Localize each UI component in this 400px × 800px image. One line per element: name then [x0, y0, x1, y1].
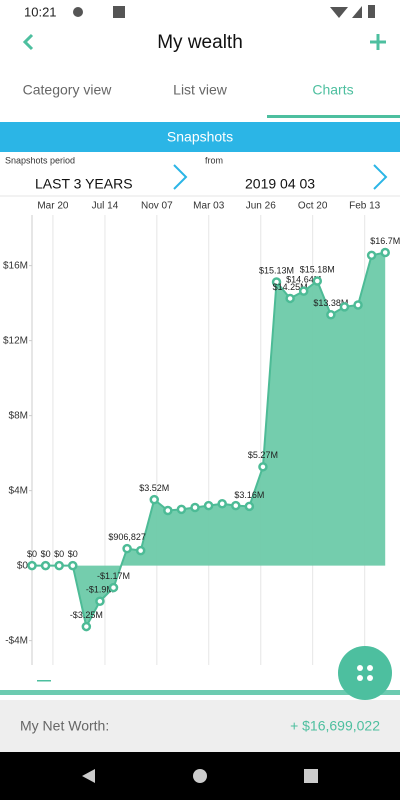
period-value[interactable]: LAST 3 YEARS	[35, 176, 133, 192]
tab[interactable]: List view	[173, 82, 228, 98]
data-label: $0	[68, 549, 78, 559]
nav-back[interactable]	[82, 769, 95, 783]
point	[108, 582, 119, 593]
x-tick-label: Feb 13	[349, 201, 381, 212]
point	[122, 543, 132, 554]
area	[32, 252, 386, 627]
fab-dot	[357, 665, 363, 671]
point	[231, 500, 241, 511]
from-value[interactable]: 2019 04 03	[245, 176, 315, 192]
data-label: $15.13M	[259, 265, 294, 275]
point	[40, 560, 51, 571]
section-title: Snapshots	[167, 129, 233, 145]
chart: Mar 20 Jul 14 Nov 07 Mar 03 Jun 26 Oct 20 Feb …	[3, 201, 400, 665]
point	[54, 560, 64, 571]
add-button[interactable]	[370, 34, 386, 50]
point	[163, 505, 173, 516]
point	[353, 300, 363, 310]
y-tick-label: $16M	[3, 260, 28, 271]
data-label: $0	[41, 549, 51, 559]
fab-dot	[367, 665, 373, 671]
section-bar	[0, 122, 400, 152]
divider-bar	[0, 690, 400, 695]
y-tick-label: $0	[17, 560, 29, 571]
fab-dot	[367, 675, 373, 681]
point	[176, 504, 187, 515]
x-tick-label: Jun 26	[246, 201, 276, 212]
data-label: $13.38M	[313, 298, 348, 308]
data-label: -$1.9M	[86, 585, 114, 595]
point	[27, 560, 37, 571]
point	[258, 462, 268, 472]
y-tick-label: -$4M	[5, 635, 28, 646]
point	[271, 277, 282, 287]
signal-icon	[352, 6, 362, 18]
from-chevron[interactable]	[373, 164, 388, 190]
x-tick-label: Oct 20	[298, 201, 328, 212]
net-worth-value: + $16,699,022	[290, 718, 380, 734]
wifi-icon	[330, 7, 348, 18]
period-label: Snapshots period	[5, 155, 75, 165]
tab-indicator	[267, 115, 400, 118]
from-label: from	[205, 155, 223, 165]
point	[190, 502, 200, 513]
net-worth-label: My Net Worth:	[20, 718, 109, 734]
battery-icon	[368, 5, 375, 18]
tab-active[interactable]: Charts	[312, 82, 353, 98]
x-tick-label: Nov 07	[141, 201, 173, 212]
data-label: $14.25M	[273, 282, 308, 292]
data-label: $0	[54, 549, 64, 559]
data-label: $5.27M	[248, 450, 278, 460]
y-tick-label: $12M	[3, 335, 28, 346]
x-tick-label: Mar 03	[193, 201, 225, 212]
data-label: $3.16M	[234, 490, 264, 500]
data-label: $16.7M	[370, 236, 400, 246]
y-tick-label: $4M	[9, 485, 28, 496]
point	[312, 276, 323, 286]
indicator	[37, 680, 51, 682]
point	[298, 286, 309, 296]
status-time: 10:21	[24, 4, 57, 19]
footer	[0, 700, 400, 752]
data-label: $0	[27, 549, 37, 559]
point	[135, 545, 146, 556]
fab[interactable]	[338, 646, 392, 700]
data-label: $906,827	[108, 532, 146, 542]
point	[339, 302, 350, 312]
data-label: $14.64M	[286, 275, 321, 285]
status-icon	[73, 7, 83, 17]
fab-dot	[357, 675, 363, 681]
point	[326, 310, 336, 320]
x-tick-label: Jul 14	[92, 201, 119, 212]
point	[380, 247, 390, 258]
nav-home[interactable]	[193, 769, 207, 783]
back-button[interactable]	[22, 33, 34, 51]
status-icon	[113, 6, 125, 18]
tab[interactable]: Category view	[23, 82, 113, 98]
point	[81, 621, 92, 632]
period-chevron[interactable]	[173, 164, 188, 190]
x-tick-label: Mar 20	[37, 201, 69, 212]
nav-recent[interactable]	[304, 769, 318, 783]
point	[149, 494, 160, 505]
y-tick-label: $8M	[9, 410, 28, 421]
point	[95, 596, 105, 606]
point	[366, 250, 377, 261]
point	[203, 500, 214, 511]
page-title: My wealth	[157, 32, 243, 53]
point	[285, 293, 295, 304]
point	[217, 499, 227, 509]
data-label: -$3.25M	[70, 610, 103, 620]
data-label: $3.52M	[139, 483, 169, 493]
data-label: $15.18M	[300, 264, 335, 274]
point	[68, 560, 78, 571]
data-label: -$1.17M	[97, 571, 130, 581]
point	[244, 501, 255, 512]
